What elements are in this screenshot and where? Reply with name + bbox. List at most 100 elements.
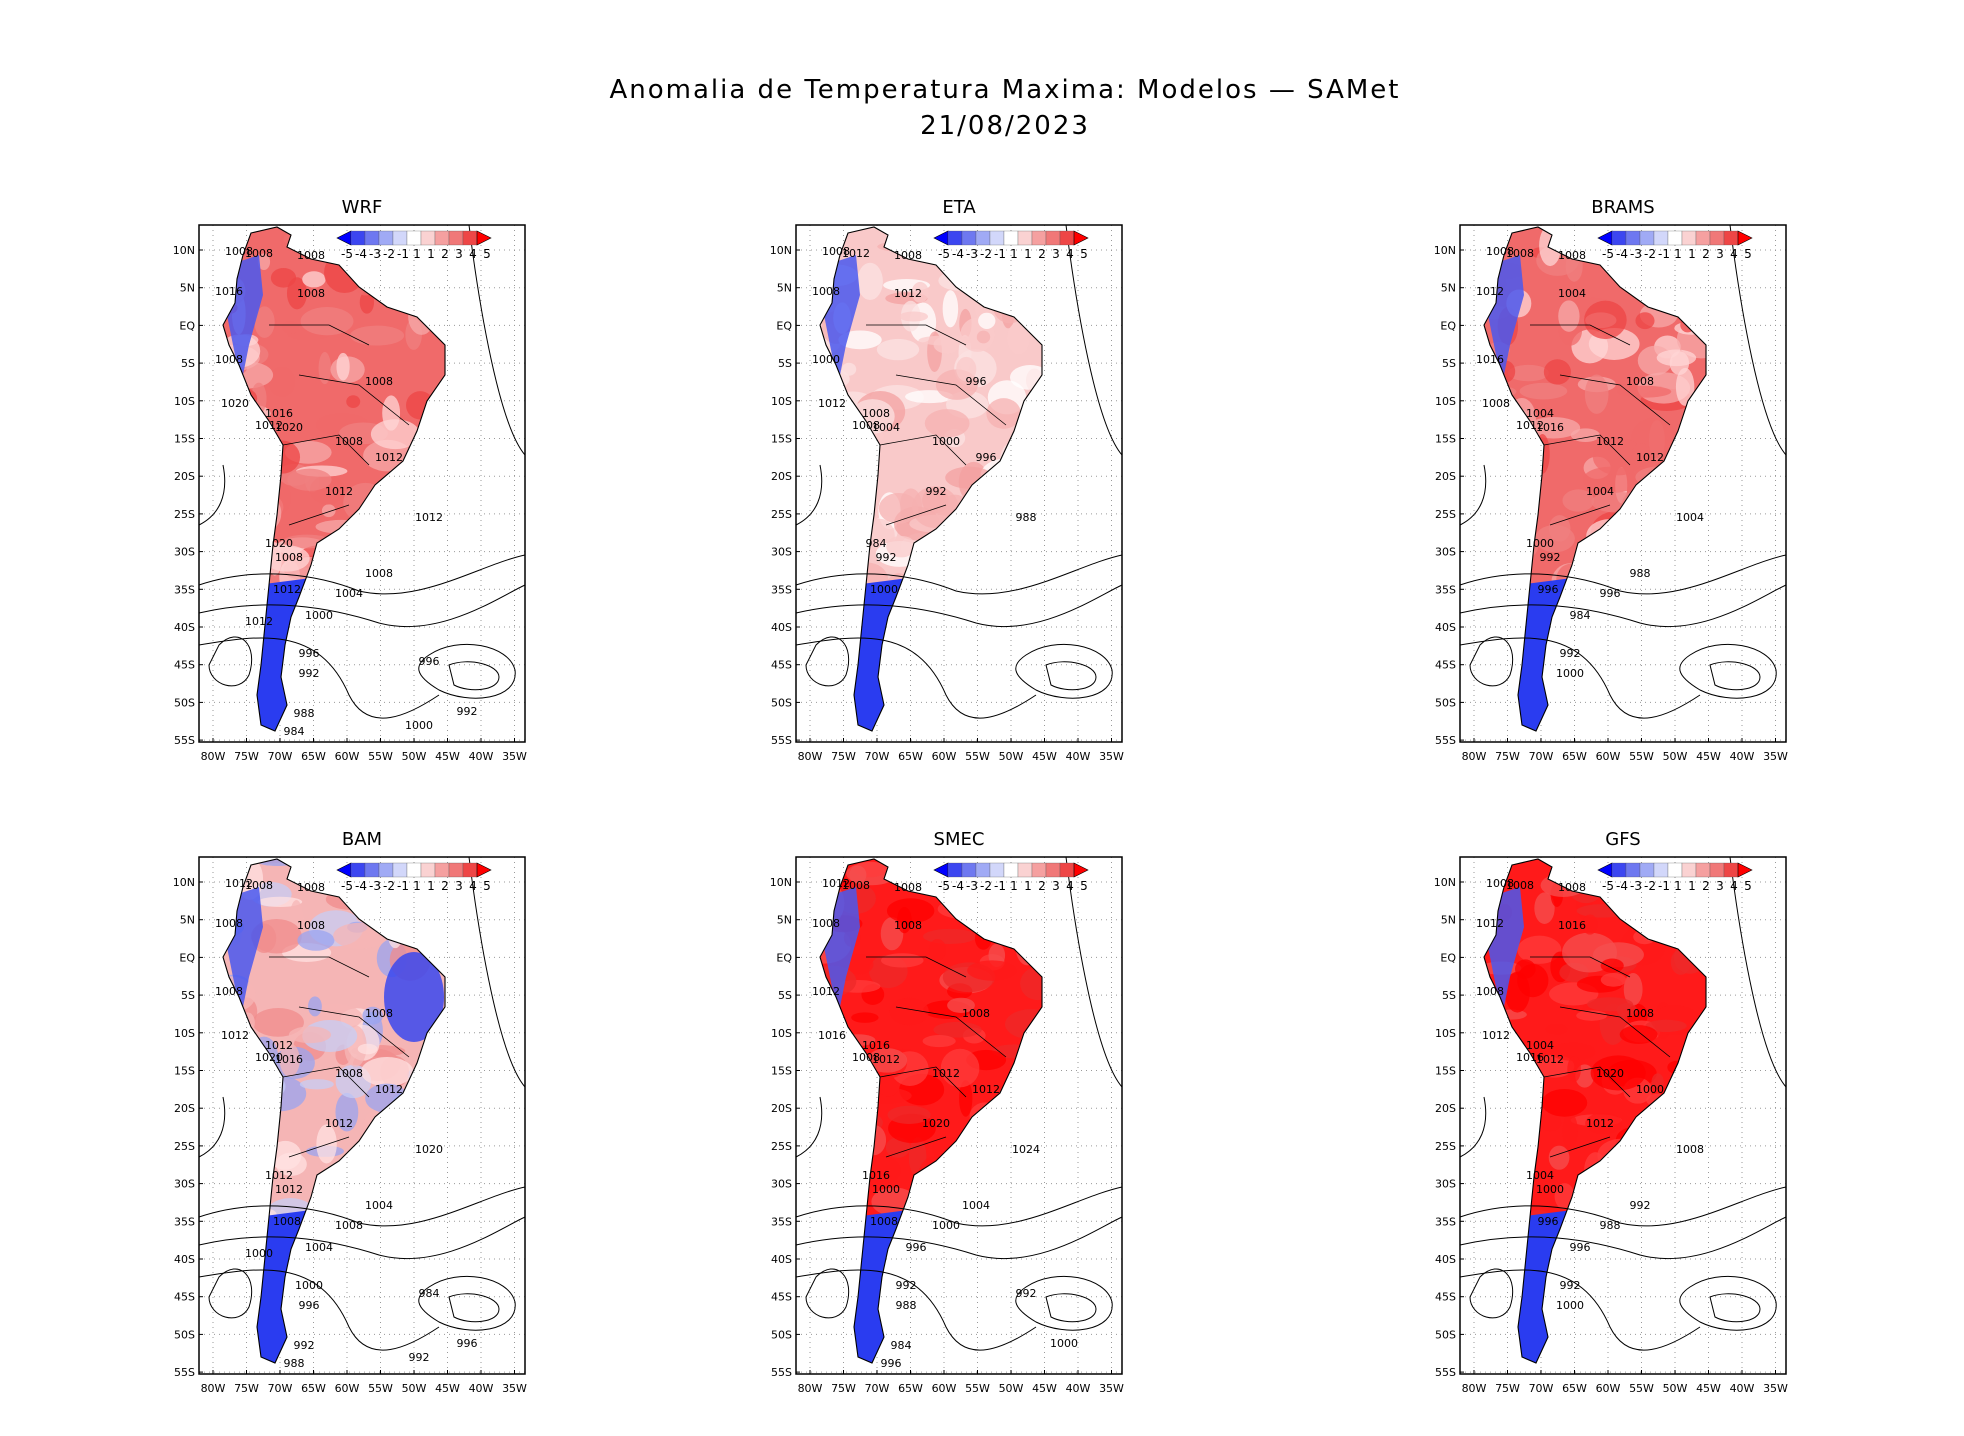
field-patch xyxy=(1623,972,1643,1006)
field-patch xyxy=(268,366,296,397)
isobar-label: 1008 xyxy=(1506,879,1534,892)
lon-tick-label: 50W xyxy=(1663,750,1688,763)
field-patch xyxy=(302,271,326,288)
colorbar-label: -1 xyxy=(1658,879,1670,893)
isobar-label: 1008 xyxy=(245,879,273,892)
field-patch xyxy=(1550,1042,1596,1061)
field-patch xyxy=(976,330,991,344)
colorbar-swatch xyxy=(392,862,408,878)
lon-tick-label: 55W xyxy=(965,750,990,763)
isobar-label: 992 xyxy=(896,1279,917,1292)
lon-tick-label: 80W xyxy=(798,1382,823,1395)
isobar xyxy=(795,637,1037,719)
colorbar-swatch xyxy=(1681,230,1697,246)
isobar-label: 1008 xyxy=(1482,397,1510,410)
lat-tick-label: 45S xyxy=(1435,1291,1456,1304)
field-patch xyxy=(297,929,335,951)
isobar-label: 1016 xyxy=(265,407,293,420)
field-patch xyxy=(335,1092,359,1132)
field-patch xyxy=(382,395,401,431)
colorbar-label: -2 xyxy=(980,879,992,893)
lon-tick-label: 45W xyxy=(1032,1382,1057,1395)
isobar-label: 1004 xyxy=(365,1199,393,1212)
colorbar-swatch xyxy=(1059,862,1075,878)
colorbar-label: 2 xyxy=(441,879,449,893)
isobar-label: 1008 xyxy=(215,353,243,366)
lon-tick-label: 75W xyxy=(1495,1382,1520,1395)
colorbar-label: -2 xyxy=(383,247,395,261)
colorbar-label: 3 xyxy=(1052,247,1060,261)
colorbar-swatch xyxy=(1681,862,1697,878)
lon-tick-label: 45W xyxy=(1696,750,1721,763)
lat-tick-label: EQ xyxy=(1440,951,1456,964)
colorbar-swatch xyxy=(1017,230,1033,246)
isobar xyxy=(1459,1186,1787,1227)
colorbar-swatch xyxy=(1059,230,1075,246)
isobar-label: 988 xyxy=(1600,1219,1621,1232)
isobar-label: 992 xyxy=(1016,1287,1037,1300)
lat-tick-label: 30S xyxy=(771,546,792,559)
field-patch xyxy=(1545,1023,1568,1035)
lat-tick-label: 20S xyxy=(1435,1102,1456,1115)
colorbar-label: -3 xyxy=(369,879,381,893)
colorbar-label: 1 xyxy=(1010,879,1018,893)
lon-tick-label: 35W xyxy=(502,750,527,763)
isobar-label: 1016 xyxy=(862,1039,890,1052)
colorbar-label: 1 xyxy=(427,879,435,893)
isobar-label: 1012 xyxy=(265,1169,293,1182)
field-patch xyxy=(887,1105,931,1124)
field-patch xyxy=(899,311,929,322)
field-patch xyxy=(288,1026,332,1044)
isobar-label: 1008 xyxy=(215,917,243,930)
isobar xyxy=(795,464,823,526)
field-patch xyxy=(880,953,924,968)
isobar-label: 992 xyxy=(299,667,320,680)
lat-tick-label: 40S xyxy=(1435,621,1456,634)
lat-tick-label: 55S xyxy=(771,1366,792,1379)
lon-tick-label: 60W xyxy=(1596,750,1621,763)
low-center xyxy=(1469,636,1514,687)
field-patch xyxy=(1616,385,1672,398)
isobar-label: 1008 xyxy=(335,1067,363,1080)
isobar-label: 1008 xyxy=(1506,247,1534,260)
isobar-label: 1000 xyxy=(932,1219,960,1232)
lon-tick-label: 55W xyxy=(368,1382,393,1395)
field-patch xyxy=(886,898,935,924)
isobar-label: 996 xyxy=(1570,1241,1591,1254)
low-center xyxy=(1045,661,1097,691)
colorbar-label: 1 xyxy=(1010,247,1018,261)
lat-tick-label: 5S xyxy=(778,989,792,1002)
coastline xyxy=(1483,858,1707,1364)
colorbar-label: 1 xyxy=(413,247,421,261)
field-patch xyxy=(967,960,1017,981)
colorbar-label: 4 xyxy=(469,247,477,261)
isobar-label: 1008 xyxy=(812,285,840,298)
field-patch xyxy=(300,307,354,336)
colorbar-swatch xyxy=(462,862,478,878)
panel-title: BRAMS xyxy=(1591,197,1654,218)
isobar xyxy=(468,856,526,1088)
colorbar-swatch xyxy=(1723,862,1739,878)
lat-tick-label: EQ xyxy=(1440,319,1456,332)
field-patch xyxy=(346,395,361,408)
lat-tick-label: 30S xyxy=(771,1178,792,1191)
isobar-label: 996 xyxy=(1538,583,1559,596)
colorbar-label: 3 xyxy=(1716,879,1724,893)
isobar-label: 1008 xyxy=(275,551,303,564)
lat-tick-label: 5N xyxy=(1441,914,1456,927)
colorbar-label: 5 xyxy=(483,247,491,261)
field-patch xyxy=(923,928,977,944)
panel-title: WRF xyxy=(342,197,383,218)
colorbar-swatch xyxy=(1003,862,1019,878)
country-borders xyxy=(269,324,410,526)
isobar-label: 1008 xyxy=(812,917,840,930)
lat-tick-label: 50S xyxy=(771,1328,792,1341)
lat-tick-label: 10S xyxy=(174,1027,195,1040)
isobar-label: 1008 xyxy=(1676,1143,1704,1156)
field-patch xyxy=(942,290,959,328)
isobar-label: 1004 xyxy=(1526,1039,1554,1052)
colorbar-label: 3 xyxy=(1052,879,1060,893)
field-patch xyxy=(1584,374,1609,414)
isobar-label: 984 xyxy=(284,725,305,738)
lat-tick-label: 15S xyxy=(771,433,792,446)
